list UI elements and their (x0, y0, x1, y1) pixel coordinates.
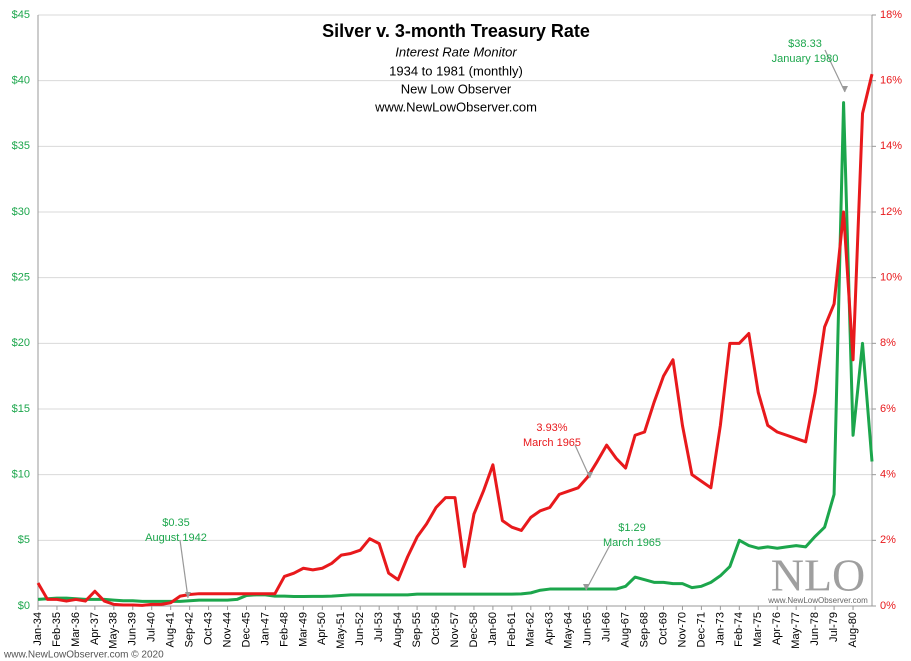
annotation-text: $38.33 (788, 38, 822, 50)
x-tick-label: Mar-36 (70, 612, 82, 647)
x-tick-label: Apr-76 (771, 612, 783, 645)
annotation-text: 3.93% (536, 422, 567, 434)
y2-tick-label: 12% (880, 206, 902, 218)
x-tick-label: Dec-71 (695, 612, 707, 647)
y2-tick-label: 10% (880, 272, 902, 284)
chart-subtitle: New Low Observer (401, 81, 512, 96)
x-tick-label: Nov-70 (676, 612, 688, 647)
x-tick-label: Apr-37 (89, 612, 101, 645)
footer: www.NewLowObserver.com © 2020 (3, 650, 164, 661)
x-tick-label: Jun-39 (127, 612, 139, 646)
annotation-arrowhead (583, 584, 589, 590)
x-tick-label: Oct-56 (430, 612, 442, 645)
x-tick-label: May-51 (335, 612, 347, 649)
y2-tick-label: 8% (880, 337, 896, 349)
y-tick-label: $0 (18, 600, 30, 612)
chart-subtitle: 1934 to 1981 (monthly) (389, 63, 523, 78)
x-tick-label: May-77 (790, 612, 802, 649)
x-tick-label: Jul-53 (373, 612, 385, 642)
x-tick-label: Dec-58 (468, 612, 480, 647)
annotation-arrow (179, 539, 189, 599)
annotation-text: $1.29 (618, 522, 646, 534)
x-tick-label: May-38 (108, 612, 120, 649)
series-line (37, 101, 874, 603)
y-tick-label: $40 (12, 75, 30, 87)
x-tick-label: Jun-52 (354, 612, 366, 646)
x-tick-label: Aug-67 (619, 612, 631, 647)
annotation-text: August 1942 (145, 532, 207, 544)
x-tick-label: Jun-65 (582, 612, 594, 646)
annotation-text: January 1980 (772, 53, 839, 65)
x-tick-label: Feb-35 (51, 612, 63, 647)
x-tick-label: Jul-79 (828, 612, 840, 642)
annotation-text: March 1965 (603, 537, 661, 549)
x-tick-label: Sep-55 (411, 612, 423, 647)
x-tick-label: Jan-34 (32, 612, 44, 646)
y-tick-label: $5 (18, 534, 30, 546)
x-tick-label: Mar-49 (297, 612, 309, 647)
annotation-arrow (585, 544, 611, 591)
y2-tick-label: 18% (880, 9, 902, 21)
x-tick-label: Feb-61 (506, 612, 518, 647)
x-tick-label: May-64 (563, 612, 575, 649)
x-tick-label: Jan-60 (487, 612, 499, 646)
x-tick-label: Jan-47 (259, 612, 271, 646)
watermark-logo: NLO (771, 550, 866, 601)
y2-tick-label: 2% (880, 534, 896, 546)
x-tick-label: Aug-54 (392, 612, 404, 647)
y-tick-label: $10 (12, 469, 30, 481)
x-tick-label: Aug-80 (847, 612, 859, 647)
x-tick-label: Apr-50 (316, 612, 328, 645)
x-tick-label: Jul-40 (146, 612, 158, 642)
annotation-arrowhead (185, 592, 191, 598)
y2-tick-label: 4% (880, 469, 896, 481)
y-tick-label: $35 (12, 140, 30, 152)
y-tick-label: $15 (12, 403, 30, 415)
x-tick-label: Feb-48 (278, 612, 290, 647)
y-tick-label: $25 (12, 272, 30, 284)
x-tick-label: Jul-66 (601, 612, 613, 642)
x-tick-label: Feb-74 (733, 612, 745, 647)
x-tick-label: Oct-43 (202, 612, 214, 645)
y2-tick-label: 0% (880, 600, 896, 612)
x-tick-label: Dec-45 (240, 612, 252, 647)
y2-tick-label: 14% (880, 140, 902, 152)
watermark-url: www.NewLowObserver.com (767, 596, 868, 605)
chart-title: Silver v. 3-month Treasury Rate (322, 21, 590, 41)
x-tick-label: Oct-69 (657, 612, 669, 645)
x-tick-label: Nov-57 (449, 612, 461, 647)
x-tick-label: Aug-41 (165, 612, 177, 647)
annotation-text: $0.35 (162, 517, 190, 529)
x-tick-label: Sep-68 (638, 612, 650, 647)
annotation-arrow (824, 49, 846, 93)
x-tick-label: Nov-44 (221, 612, 233, 647)
x-tick-label: Apr-63 (544, 612, 556, 645)
annotation-arrowhead (587, 472, 593, 478)
x-tick-label: Mar-75 (752, 612, 764, 647)
chart-subtitle: www.NewLowObserver.com (374, 99, 537, 114)
y2-tick-label: 16% (880, 75, 902, 87)
y-tick-label: $30 (12, 206, 30, 218)
y-tick-label: $20 (12, 337, 30, 349)
y2-tick-label: 6% (880, 403, 896, 415)
annotation-text: March 1965 (523, 437, 581, 449)
series-line (36, 73, 874, 607)
y-tick-label: $45 (12, 9, 30, 21)
x-tick-label: Sep-42 (184, 612, 196, 647)
chart-subtitle: Interest Rate Monitor (395, 44, 517, 59)
annotation-arrowhead (842, 86, 848, 92)
x-tick-label: Jan-73 (714, 612, 726, 646)
x-tick-label: Mar-62 (525, 612, 537, 647)
x-tick-label: Jun-78 (809, 612, 821, 646)
